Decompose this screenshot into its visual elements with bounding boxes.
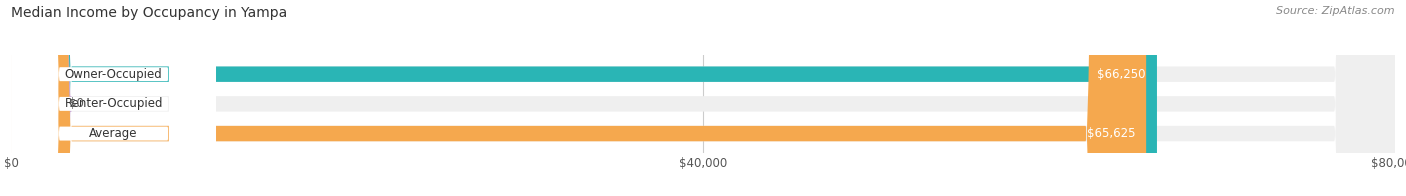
FancyBboxPatch shape — [11, 0, 1146, 196]
Text: Source: ZipAtlas.com: Source: ZipAtlas.com — [1277, 6, 1395, 16]
Text: Average: Average — [90, 127, 138, 140]
Text: $65,625: $65,625 — [1087, 127, 1135, 140]
FancyBboxPatch shape — [11, 0, 1395, 196]
Text: $0: $0 — [69, 97, 84, 110]
FancyBboxPatch shape — [11, 0, 217, 196]
FancyBboxPatch shape — [11, 0, 217, 196]
FancyBboxPatch shape — [11, 0, 217, 196]
Text: Median Income by Occupancy in Yampa: Median Income by Occupancy in Yampa — [11, 6, 287, 20]
Text: $66,250: $66,250 — [1098, 68, 1146, 81]
FancyBboxPatch shape — [11, 0, 1157, 196]
Text: Renter-Occupied: Renter-Occupied — [65, 97, 163, 110]
FancyBboxPatch shape — [11, 0, 1395, 196]
FancyBboxPatch shape — [11, 0, 1395, 196]
Text: Owner-Occupied: Owner-Occupied — [65, 68, 163, 81]
FancyBboxPatch shape — [3, 0, 72, 196]
